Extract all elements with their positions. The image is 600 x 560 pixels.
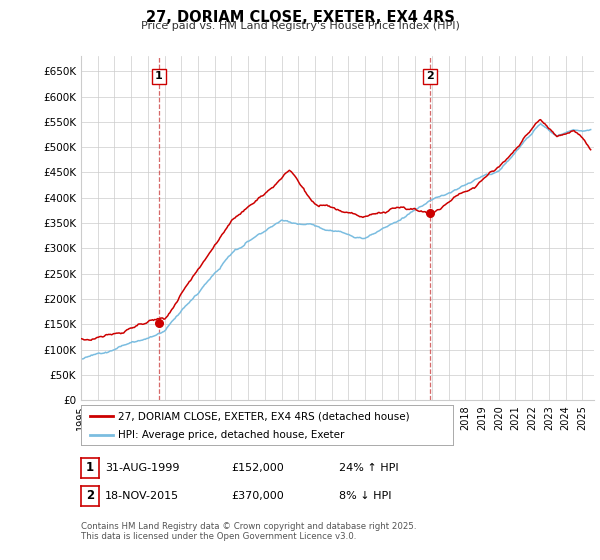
Text: 2: 2	[426, 72, 434, 82]
Text: HPI: Average price, detached house, Exeter: HPI: Average price, detached house, Exet…	[118, 430, 344, 440]
Text: £370,000: £370,000	[231, 491, 284, 501]
Text: 27, DORIAM CLOSE, EXETER, EX4 4RS: 27, DORIAM CLOSE, EXETER, EX4 4RS	[146, 10, 454, 25]
Text: 8% ↓ HPI: 8% ↓ HPI	[339, 491, 391, 501]
Text: 2: 2	[86, 489, 94, 502]
Text: Price paid vs. HM Land Registry's House Price Index (HPI): Price paid vs. HM Land Registry's House …	[140, 21, 460, 31]
Text: 1: 1	[155, 72, 163, 82]
Text: £152,000: £152,000	[231, 463, 284, 473]
Text: 31-AUG-1999: 31-AUG-1999	[105, 463, 179, 473]
Text: Contains HM Land Registry data © Crown copyright and database right 2025.
This d: Contains HM Land Registry data © Crown c…	[81, 522, 416, 542]
Text: 18-NOV-2015: 18-NOV-2015	[105, 491, 179, 501]
Text: 24% ↑ HPI: 24% ↑ HPI	[339, 463, 398, 473]
Text: 1: 1	[86, 461, 94, 474]
Text: 27, DORIAM CLOSE, EXETER, EX4 4RS (detached house): 27, DORIAM CLOSE, EXETER, EX4 4RS (detac…	[118, 411, 410, 421]
